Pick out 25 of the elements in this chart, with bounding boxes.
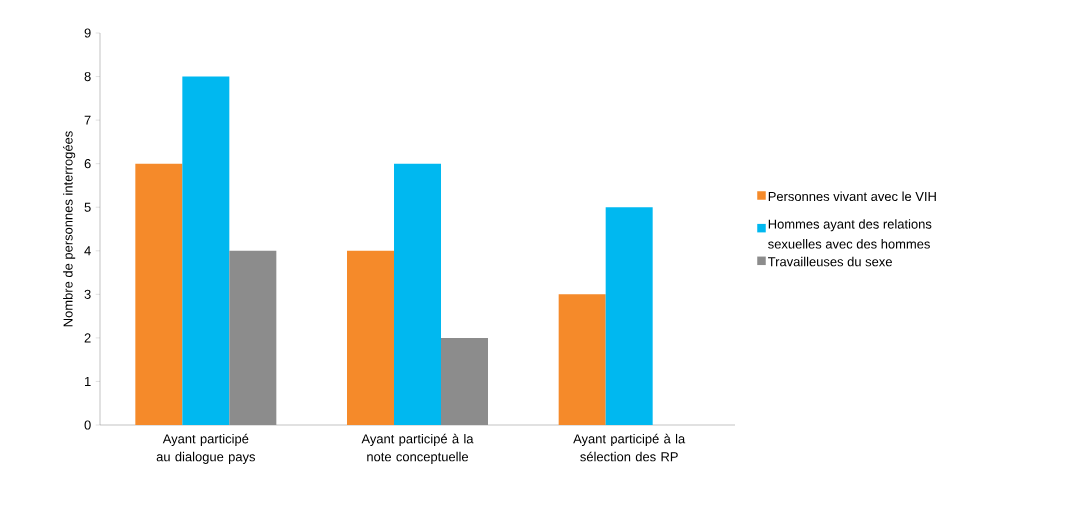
x-tick-label: Ayant participé à la note conceptuelle <box>361 433 474 464</box>
y-tick-label: 6 <box>84 159 91 169</box>
legend-label: Hommes ayant des relations sexuelles avec des hommes <box>768 219 932 249</box>
y-tick-label: 2 <box>84 333 91 343</box>
y-tick-label: 3 <box>84 289 91 299</box>
bar <box>229 250 277 425</box>
bar <box>135 163 183 425</box>
y-tick-label: 1 <box>85 376 91 386</box>
bar <box>394 163 441 425</box>
bar <box>182 76 230 425</box>
bar <box>605 207 653 425</box>
y-tick-label: 9 <box>84 28 91 38</box>
y-tick-label: 8 <box>84 71 91 82</box>
bar <box>441 337 488 425</box>
legend-label: Travailleuses du sexe <box>768 256 892 267</box>
y-tick-label: 5 <box>84 202 91 212</box>
y-tick-label: 0 <box>84 420 91 430</box>
bar <box>558 294 606 425</box>
x-tick-label: Ayant participé à la sélection des RP <box>573 433 686 462</box>
legend-label: Personnes vivant avec le VIH <box>768 191 936 202</box>
y-tick-label: 7 <box>84 115 91 125</box>
y-tick-label: 4 <box>84 246 91 256</box>
x-tick-label: Ayant participé au dialogue pays <box>156 433 256 464</box>
y-axis-title: Nombre de personnes interrogées <box>62 131 76 327</box>
bar <box>347 250 394 425</box>
